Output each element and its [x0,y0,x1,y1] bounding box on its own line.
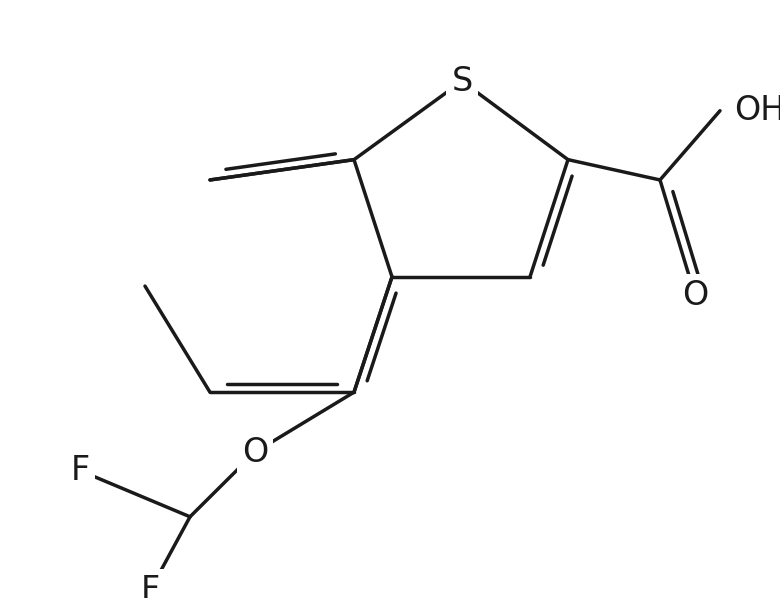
Text: S: S [452,65,473,97]
Text: O: O [242,436,268,469]
Text: F: F [140,574,160,598]
Text: O: O [682,279,708,312]
Text: OH: OH [734,94,780,127]
Text: F: F [70,454,90,487]
